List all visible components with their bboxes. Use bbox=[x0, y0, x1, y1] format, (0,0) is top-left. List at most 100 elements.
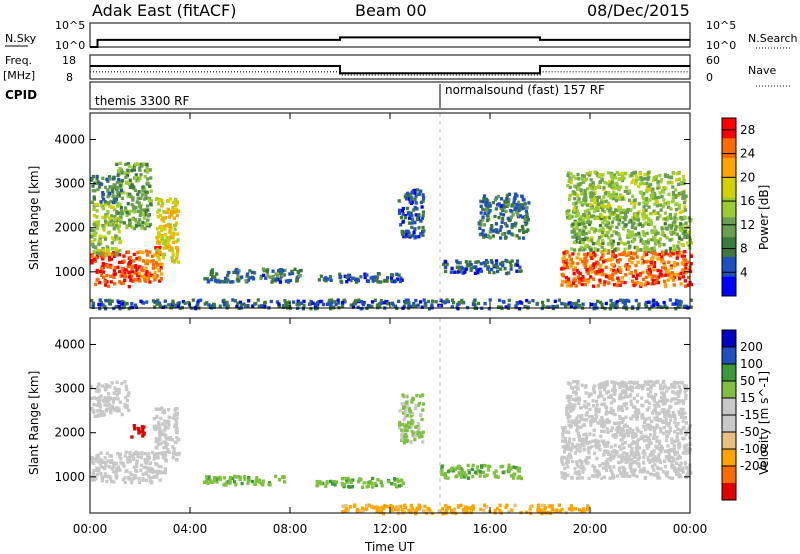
scatter-cell bbox=[642, 384, 646, 388]
scatter-cell bbox=[679, 222, 683, 226]
scatter-cell bbox=[97, 395, 102, 400]
scatter-cell bbox=[663, 282, 668, 287]
scatter-cell bbox=[437, 509, 441, 513]
scatter-cell bbox=[122, 254, 126, 258]
scatter-cell bbox=[146, 204, 150, 208]
scatter-cell bbox=[560, 267, 564, 271]
cpid-segment-2: normalsound (fast) 157 RF bbox=[445, 83, 605, 97]
scatter-cell bbox=[601, 221, 605, 225]
scatter-cell bbox=[417, 235, 421, 239]
scatter-cell bbox=[403, 438, 407, 443]
scatter-cell bbox=[131, 217, 135, 221]
scatter-cell bbox=[103, 185, 108, 190]
scatter-cell bbox=[91, 301, 95, 306]
scatter-cell bbox=[101, 261, 105, 266]
scatter-cell bbox=[673, 247, 677, 251]
scatter-cell bbox=[642, 216, 646, 220]
scatter-cell bbox=[667, 175, 671, 179]
scatter-cell bbox=[91, 243, 95, 247]
scatter-cell bbox=[575, 476, 580, 480]
scatter-cell bbox=[156, 439, 160, 443]
scatter-cell bbox=[602, 218, 606, 223]
scatter-cell bbox=[410, 400, 414, 404]
scatter-cell bbox=[572, 202, 576, 206]
scatter-cell bbox=[640, 383, 644, 388]
scatter-cell bbox=[110, 467, 114, 471]
scatter-cell bbox=[656, 180, 660, 184]
scatter-cell bbox=[577, 472, 582, 476]
scatter-cell bbox=[591, 192, 595, 196]
scatter-cell bbox=[115, 211, 119, 216]
scatter-cell bbox=[517, 269, 521, 273]
scatter-cell bbox=[375, 509, 379, 513]
scatter-cell bbox=[616, 276, 620, 280]
scatter-cell bbox=[651, 274, 655, 278]
scatter-cell bbox=[525, 212, 529, 216]
scatter-cell bbox=[457, 505, 461, 509]
scatter-cell bbox=[149, 189, 153, 193]
scatter-cell bbox=[658, 214, 662, 218]
scatter-cell bbox=[683, 271, 687, 275]
scatter-cell bbox=[269, 299, 273, 304]
scatter-cell bbox=[158, 304, 162, 308]
scatter-cell bbox=[476, 260, 480, 264]
scatter-cell bbox=[115, 180, 119, 185]
scatter-cell bbox=[439, 303, 443, 308]
scatter-cell bbox=[648, 401, 652, 406]
scatter-cell bbox=[123, 302, 127, 307]
scatter-cell bbox=[265, 270, 269, 274]
scatter-cell bbox=[565, 430, 569, 434]
scatter-cell bbox=[121, 281, 125, 285]
scatter-cell bbox=[628, 245, 632, 249]
scatter-cell bbox=[121, 171, 125, 175]
scatter-cell bbox=[607, 390, 611, 394]
scatter-cell bbox=[684, 384, 688, 389]
scatter-cell bbox=[689, 262, 693, 266]
scatter-cell bbox=[582, 198, 586, 202]
scatter-cell bbox=[411, 233, 415, 238]
scatter-cell bbox=[569, 264, 573, 268]
scatter-cell bbox=[172, 200, 176, 204]
scatter-cell bbox=[225, 300, 229, 305]
scatter-cell bbox=[153, 305, 157, 309]
scatter-cell bbox=[103, 279, 107, 283]
scatter-cell bbox=[236, 271, 240, 275]
scatter-cell bbox=[135, 464, 139, 469]
scatter-cell bbox=[574, 240, 578, 244]
scatter-cell bbox=[582, 440, 586, 444]
scatter-cell bbox=[413, 437, 417, 442]
scatter-cell bbox=[460, 298, 464, 303]
scatter-cell bbox=[144, 273, 148, 277]
scatter-cell bbox=[92, 250, 96, 254]
scatter-cell bbox=[662, 392, 666, 396]
scatter-cell bbox=[554, 305, 558, 309]
scatter-cell bbox=[157, 420, 161, 425]
scatter-cell bbox=[145, 458, 149, 462]
scatter-cell bbox=[653, 380, 657, 385]
scatter-cell bbox=[631, 178, 635, 182]
scatter-cell bbox=[671, 390, 675, 394]
scatter-cell bbox=[600, 238, 604, 243]
scatter-cell bbox=[660, 447, 664, 452]
scatter-cell bbox=[687, 230, 691, 234]
scatter-cell bbox=[165, 236, 169, 240]
scatter-cell bbox=[99, 241, 103, 246]
scatter-cell bbox=[604, 233, 608, 238]
scatter-cell bbox=[163, 467, 167, 471]
scatter-cell bbox=[683, 250, 687, 254]
scatter-cell bbox=[644, 300, 648, 305]
scatter-cell bbox=[652, 178, 656, 183]
scatter-cell bbox=[683, 460, 688, 465]
scatter-cell bbox=[547, 305, 551, 309]
scatter-cell bbox=[161, 422, 165, 426]
scatter-cell bbox=[582, 237, 586, 241]
scatter-cell bbox=[615, 170, 619, 175]
scatter-cell bbox=[663, 304, 667, 308]
scatter-cell bbox=[613, 443, 617, 448]
scatter-cell bbox=[603, 216, 607, 220]
scatter-cell bbox=[488, 208, 492, 213]
scatter-cell bbox=[516, 476, 520, 480]
scatter-cell bbox=[630, 389, 634, 393]
scatter-cell bbox=[631, 256, 635, 260]
scatter-cell bbox=[570, 247, 574, 251]
